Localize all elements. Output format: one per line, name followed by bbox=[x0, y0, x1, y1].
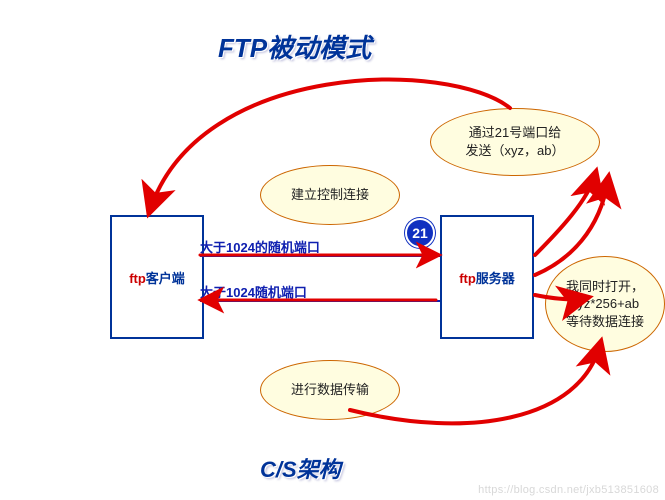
bubble-send21: 通过21号端口给发送（xyz，ab） bbox=[430, 108, 600, 176]
connector-top: 大于1024的随机端口 bbox=[200, 255, 440, 257]
diagram-title: FTP被动模式 bbox=[218, 28, 371, 65]
connector-bottom-label: 大于1024随机端口 bbox=[200, 282, 307, 301]
client-node: ftp客户端 bbox=[110, 215, 204, 339]
server-node: ftp服务器 bbox=[440, 215, 534, 339]
bubble-data: 进行数据传输 bbox=[260, 360, 400, 420]
bubble-open: 我同时打开，xyz*256+ab等待数据连接 bbox=[545, 256, 665, 352]
connector-top-label: 大于1024的随机端口 bbox=[200, 237, 320, 256]
diagram-subtitle: C/S架构 bbox=[260, 452, 341, 484]
watermark: https://blog.csdn.net/jxb513851608 bbox=[478, 484, 659, 496]
connector-bottom: 大于1024随机端口 bbox=[200, 300, 440, 302]
port-21-badge: 21 bbox=[405, 218, 435, 248]
server-label: ftp服务器 bbox=[459, 268, 515, 287]
arrow-layer bbox=[0, 0, 665, 500]
client-label: ftp客户端 bbox=[129, 268, 185, 287]
bubble-control: 建立控制连接 bbox=[260, 165, 400, 225]
